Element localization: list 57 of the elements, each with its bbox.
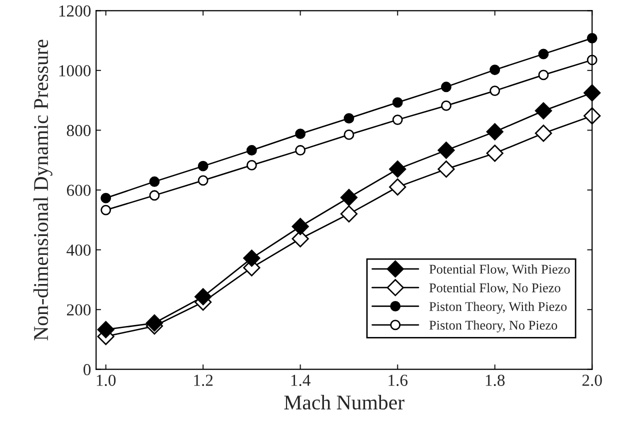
point [389,178,406,196]
point [344,113,354,124]
x-tick-label: 2.0 [582,374,602,386]
x-tick-label: 1.4 [291,374,310,386]
x-tick-label: 1.2 [194,374,213,386]
y-tick-label: 1200 [59,5,91,17]
point [584,107,601,124]
x-tick-label: 1.6 [388,374,408,386]
point [486,123,504,140]
point [295,145,306,156]
point [146,314,164,332]
point [586,32,598,44]
point [198,160,208,172]
y-tick-label: 400 [66,244,91,256]
point [490,86,500,96]
point [392,97,403,108]
y-tick-label: 1000 [59,65,91,76]
point [97,321,114,338]
y-axis-title: Non-dimensional Dynamic Pressure [33,40,52,340]
point [100,192,112,204]
point [441,82,452,92]
legend-label: Piston Theory, With Piezo [429,302,567,314]
point [149,176,160,187]
point [100,204,112,216]
point [441,100,452,111]
point [295,128,306,140]
point [198,175,208,186]
point [149,190,160,201]
point [340,205,358,222]
x-axis-title: Mach Number [284,394,404,410]
point [389,160,406,178]
point [243,250,260,267]
point [194,288,212,306]
point [584,84,601,102]
x-tick-label: 1.0 [96,374,116,386]
point [292,218,309,236]
point [538,70,549,80]
point [246,145,257,156]
point [534,102,552,120]
point [246,160,257,170]
point [538,48,549,60]
legend-label: Piston Theory, No Piezo [429,320,558,332]
y-tick-label: 200 [66,304,91,316]
point [344,130,354,140]
x-tick-label: 1.8 [486,374,505,386]
legend-label: Potential Flow, No Piezo [429,283,560,294]
point [486,144,504,162]
y-tick-label: 600 [66,184,91,196]
point [392,114,403,125]
point [340,188,358,206]
y-tick-label: 800 [66,124,91,136]
legend-label: Potential Flow, With Piezo [429,264,570,276]
point [438,160,455,178]
point [490,64,500,76]
point [438,142,455,159]
y-tick-label: 0 [84,364,91,376]
point [534,124,552,142]
